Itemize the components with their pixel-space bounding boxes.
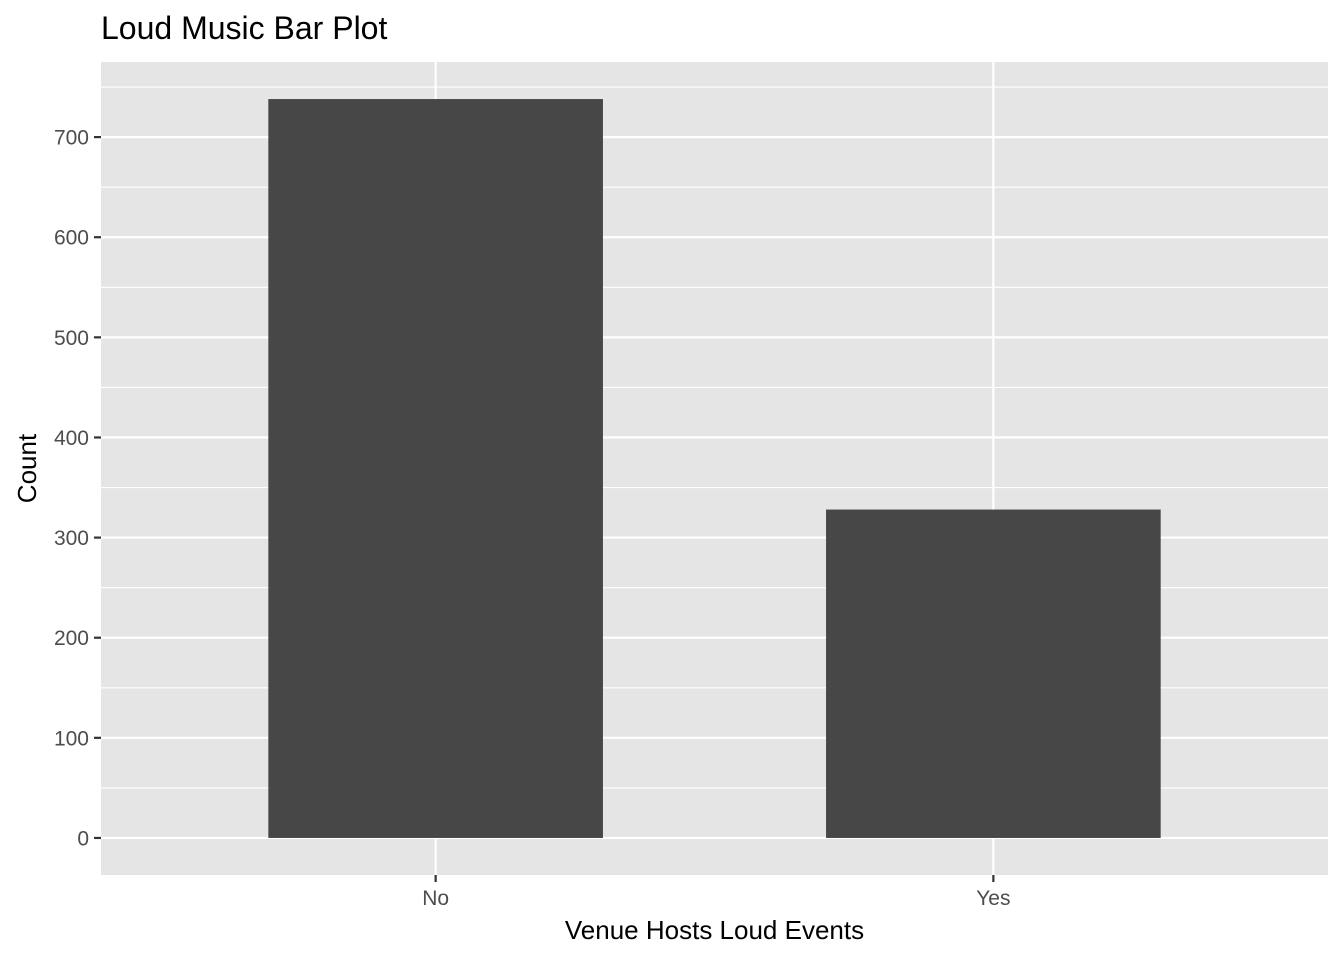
bars (268, 99, 1161, 838)
y-axis-label: Count (12, 433, 42, 503)
chart-title: Loud Music Bar Plot (101, 10, 387, 46)
y-axis: 0 100 200 300 400 500 600 700 (54, 127, 101, 850)
bar-yes (826, 509, 1161, 838)
y-tick-label: 600 (54, 227, 89, 250)
y-tick-label: 100 (54, 727, 89, 750)
x-tick-label: No (422, 887, 449, 910)
y-tick-label: 700 (54, 127, 89, 150)
y-tick-label: 0 (77, 827, 89, 850)
x-axis: No Yes (422, 875, 1010, 910)
y-tick-label: 200 (54, 627, 89, 650)
x-tick-label: Yes (976, 887, 1010, 910)
bar-no (268, 99, 603, 838)
x-axis-label: Venue Hosts Loud Events (565, 915, 864, 945)
y-tick-label: 400 (54, 427, 89, 450)
y-tick-label: 500 (54, 327, 89, 350)
y-tick-label: 300 (54, 527, 89, 550)
